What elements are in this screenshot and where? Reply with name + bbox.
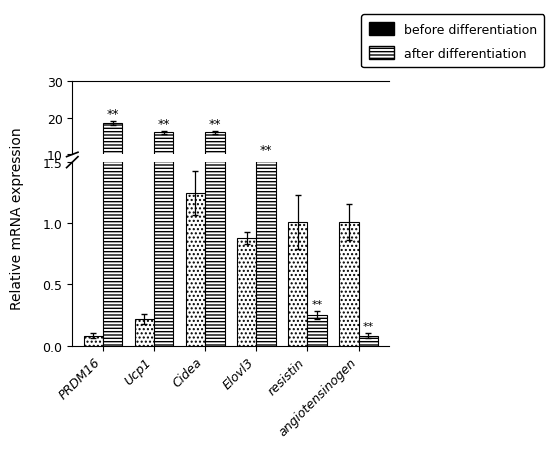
Bar (237, 238, 256, 346)
Bar (339, 222, 359, 346)
Bar (256, 0, 276, 346)
Text: **: ** (260, 143, 272, 156)
Text: **: ** (363, 321, 374, 331)
Bar (83, 336, 103, 346)
Text: Relative mRNA expression: Relative mRNA expression (9, 127, 24, 309)
Bar (103, 0, 122, 346)
Bar (154, 133, 173, 192)
Bar (288, 222, 307, 346)
Bar (307, 191, 327, 192)
Bar (186, 187, 205, 192)
Bar (359, 336, 378, 346)
Bar (307, 315, 327, 346)
Bar (205, 0, 225, 346)
Bar (237, 188, 256, 192)
Bar (256, 159, 276, 192)
Legend: before differentiation, after differentiation: before differentiation, after differenti… (361, 15, 544, 68)
Bar (205, 133, 225, 192)
Bar (154, 0, 173, 346)
Bar (103, 124, 122, 192)
Bar (135, 319, 154, 346)
Bar (288, 188, 307, 192)
Text: **: ** (311, 299, 322, 309)
Text: **: ** (106, 108, 119, 121)
Text: **: ** (157, 117, 170, 130)
Bar (186, 193, 205, 346)
Text: **: ** (208, 117, 221, 131)
Bar (339, 188, 359, 192)
Bar (135, 191, 154, 192)
